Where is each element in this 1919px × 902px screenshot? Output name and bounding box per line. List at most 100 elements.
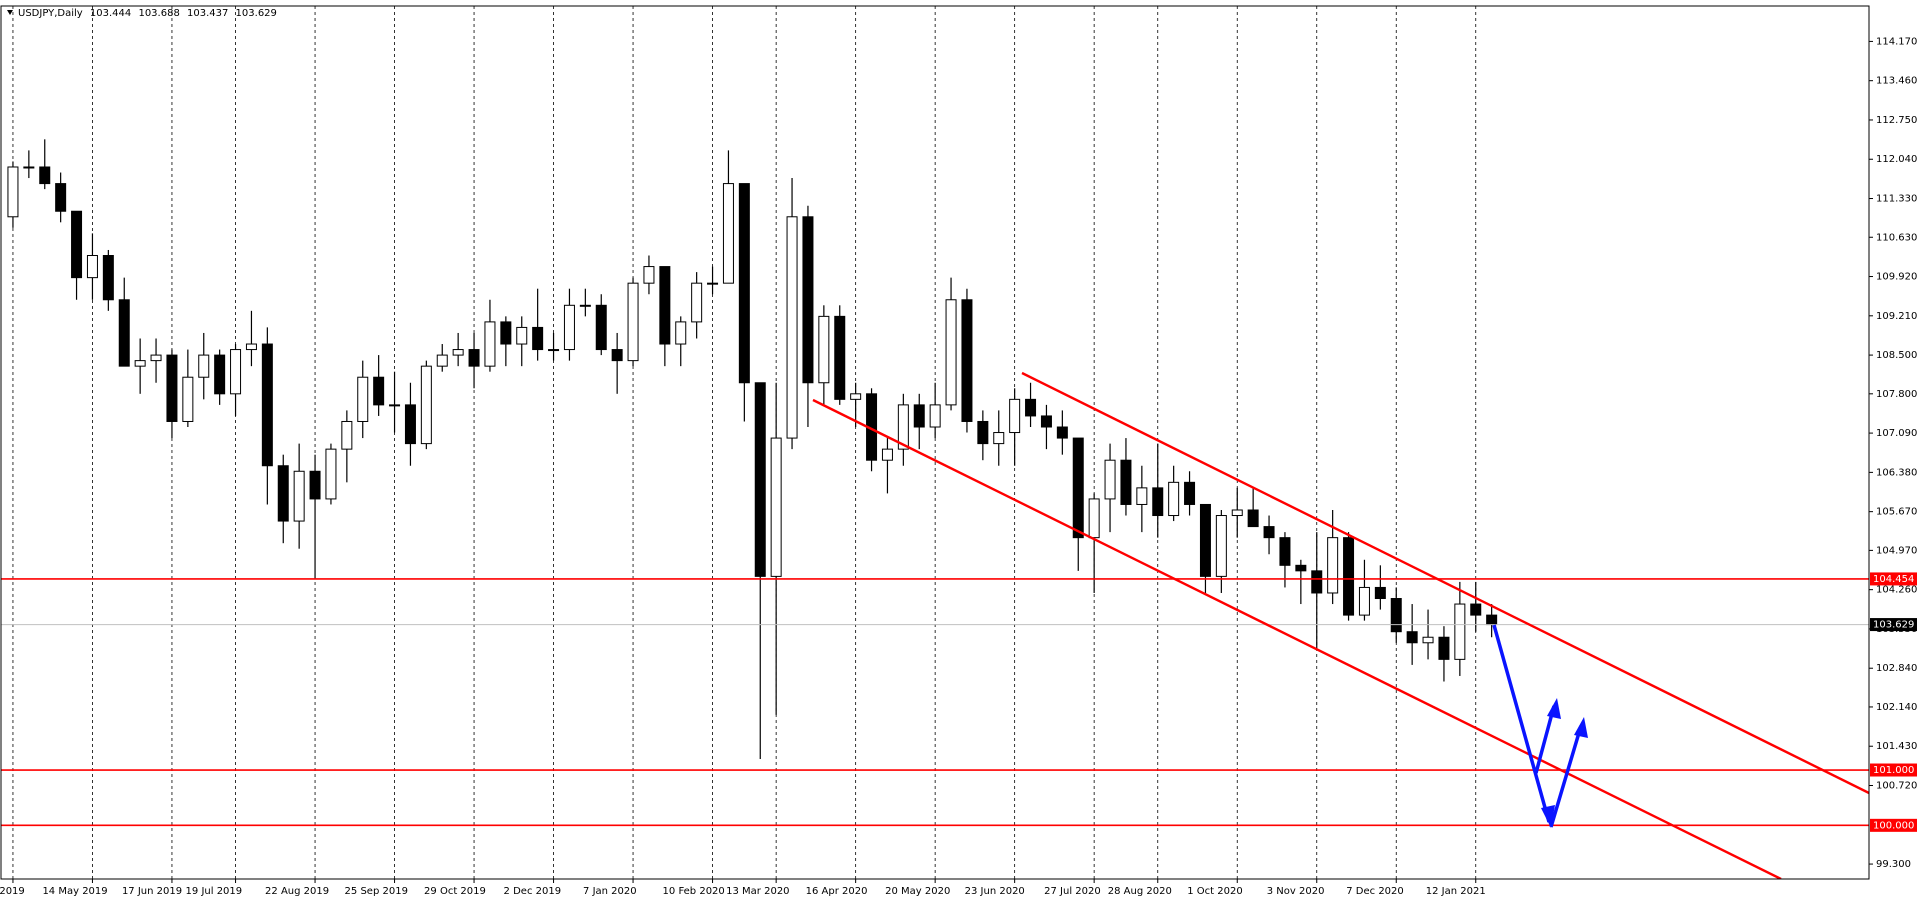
candle-body	[834, 315, 846, 400]
candle-body	[325, 448, 337, 500]
y-tick-label: 100.720	[1876, 781, 1917, 792]
y-tick-label: 104.970	[1876, 545, 1917, 556]
candle-body	[134, 360, 146, 367]
header-triangle	[7, 10, 13, 15]
candle-body	[595, 304, 607, 351]
candle-body	[913, 404, 925, 428]
candle-body	[770, 437, 782, 577]
candle-body	[277, 465, 289, 522]
y-tick-label: 109.210	[1876, 311, 1917, 322]
y-tick-label: 99.300	[1876, 859, 1911, 870]
level-label: 100.000	[1873, 820, 1914, 831]
y-tick-label: 111.330	[1876, 194, 1917, 205]
arrow-head	[1574, 717, 1588, 738]
x-tick-label: 16 Apr 2020	[806, 886, 868, 897]
current-price-label: 103.629	[1873, 620, 1914, 631]
y-tick-label: 107.800	[1876, 389, 1917, 400]
candle-body	[55, 183, 67, 212]
y-tick-label: 108.500	[1876, 350, 1917, 361]
y-tick-label: 105.670	[1876, 507, 1917, 518]
x-tick-label: 22 Aug 2019	[265, 886, 329, 897]
candle-body	[1390, 598, 1402, 633]
candle-body	[1088, 498, 1100, 539]
candle-body	[245, 343, 257, 351]
candle-body	[1454, 603, 1466, 660]
y-tick-label: 101.430	[1876, 741, 1917, 752]
candle-body	[675, 321, 687, 345]
candle-body	[850, 393, 862, 400]
candle-body	[1184, 481, 1196, 505]
candle-body	[166, 354, 178, 422]
header-high: 103.688	[138, 8, 179, 19]
level-label: 104.454	[1873, 574, 1914, 585]
candle-layer	[7, 139, 1498, 759]
candle-body	[611, 349, 623, 362]
x-tick-label: 7 Dec 2020	[1346, 886, 1404, 897]
candle-body	[1168, 481, 1180, 517]
x-tick-label: 27 Jul 2020	[1044, 886, 1101, 897]
candle-body	[357, 376, 369, 422]
x-tick-label: 25 Sep 2019	[345, 886, 408, 897]
candle-body	[722, 183, 734, 284]
candle-body	[1358, 586, 1370, 616]
x-tick-label: 17 Jun 2019	[122, 886, 182, 897]
candle-body	[1374, 586, 1386, 600]
candle-body	[500, 321, 512, 345]
x-tick-label: 13 Mar 2020	[726, 886, 789, 897]
candle-body	[643, 266, 655, 284]
candle-body	[1009, 398, 1021, 434]
drawing-objects	[812, 371, 1869, 879]
candle-body	[341, 420, 353, 450]
candle-body	[579, 304, 591, 307]
candle-body	[420, 365, 432, 445]
y-tick-label: 104.260	[1876, 585, 1917, 596]
x-tick-label: 29 Oct 2019	[424, 886, 486, 897]
candle-body	[102, 255, 114, 301]
candle-body	[182, 376, 194, 422]
x-tick-label: 10 Feb 2020	[663, 886, 725, 897]
candle-body	[1231, 509, 1243, 517]
x-tick-label: 2 Dec 2019	[504, 886, 562, 897]
x-tick-label: 20 May 2020	[885, 886, 950, 897]
level-label-box	[1870, 818, 1917, 832]
candle-body	[7, 166, 19, 218]
candle-body	[707, 282, 719, 285]
candle-body	[548, 349, 560, 352]
y-tick-label: 110.630	[1876, 232, 1917, 243]
current-price-box	[1870, 618, 1917, 632]
level-label: 101.000	[1873, 765, 1914, 776]
candle-body	[754, 382, 766, 577]
candle-body	[1295, 564, 1307, 572]
channel-lower	[812, 398, 1782, 879]
arrow-up	[1534, 705, 1556, 774]
candle-body	[1247, 509, 1259, 528]
candle-body	[230, 349, 242, 395]
candle-body	[691, 282, 703, 323]
candle-body	[881, 448, 893, 461]
candle-body	[309, 470, 321, 500]
x-tick-label: 1 Oct 2020	[1187, 886, 1242, 897]
candle-body	[786, 216, 798, 439]
y-tick-label: 113.460	[1876, 76, 1917, 87]
candle-body	[484, 321, 496, 367]
candle-body	[71, 210, 83, 279]
candle-body	[1263, 526, 1275, 539]
candle-body	[1438, 636, 1450, 660]
candle-body	[150, 354, 162, 362]
candle-body	[452, 349, 464, 356]
candle-body	[373, 376, 385, 406]
candle-body	[1072, 437, 1084, 539]
x-tick-label: 19 Jul 2019	[186, 886, 243, 897]
x-tick-label: 3 Nov 2020	[1267, 886, 1325, 897]
candle-body	[404, 404, 416, 445]
candle-body	[802, 216, 814, 384]
grid-layer	[12, 6, 1477, 879]
candle-body	[1199, 503, 1211, 577]
y-tick-label: 109.920	[1876, 272, 1917, 283]
candle-body	[293, 470, 305, 522]
candle-body	[1422, 636, 1434, 644]
header-low: 103.437	[187, 8, 228, 19]
candle-body	[468, 349, 480, 367]
y-tick-label: 112.750	[1876, 115, 1917, 126]
